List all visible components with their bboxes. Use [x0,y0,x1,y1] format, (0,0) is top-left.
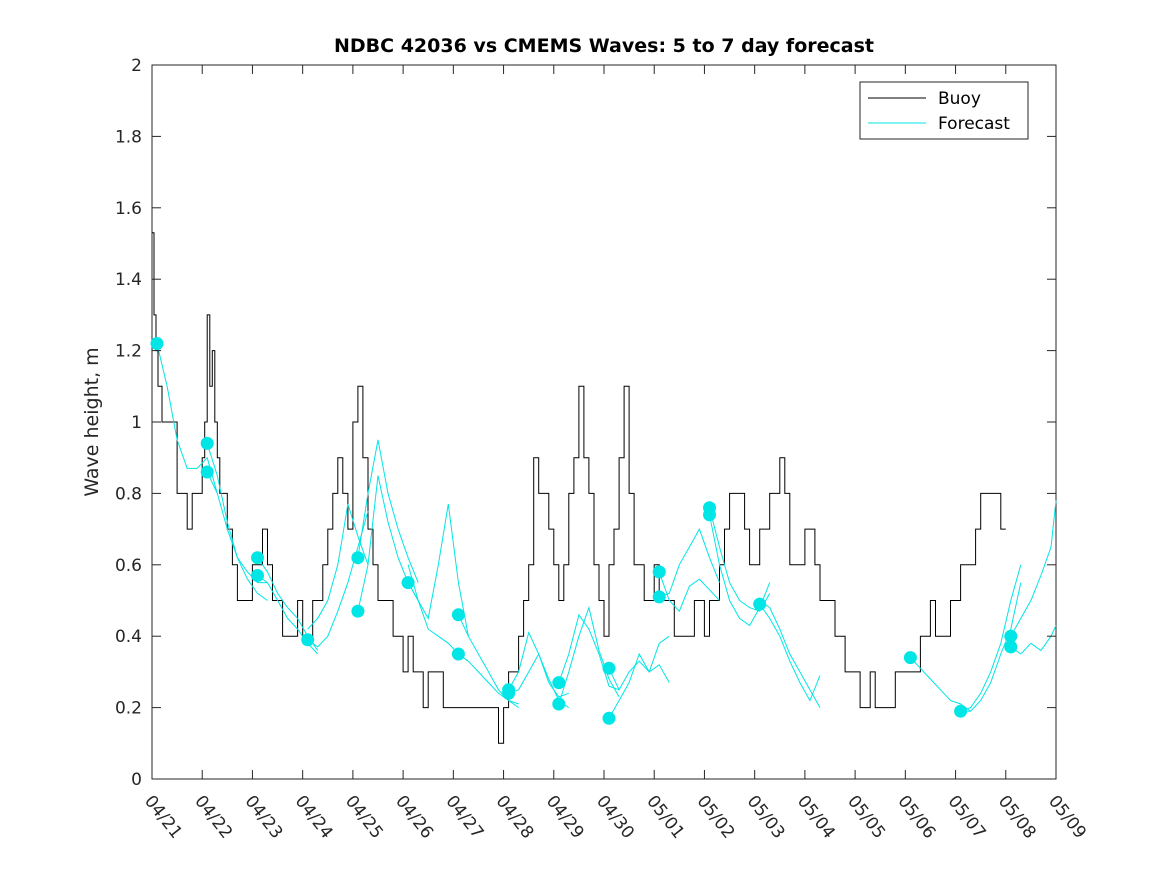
y-tick-label: 0.4 [115,627,142,647]
y-tick-label: 0.6 [115,556,142,576]
y-tick-label: 1.4 [115,270,142,290]
legend-box [859,81,1029,140]
forecast-line [709,507,771,612]
y-axis: 0 0.2 0.4 0.6 0.8 1 1.2 1.4 1.6 1.8 2 [115,56,1056,790]
y-tick-label: 1.8 [115,127,142,147]
forecast-start-marker [552,697,566,711]
forecast-line [960,582,1022,712]
forecast-start-marker [451,608,465,622]
forecast-start-marker [251,551,264,565]
forecast-series [156,343,1057,719]
forecast-line [960,564,1022,712]
y-tick-label: 0 [131,770,142,790]
forecast-line [608,660,670,691]
forecast-line [156,343,218,494]
forecast-start-marker [753,597,767,611]
y-tick-label: 2 [131,56,142,76]
forecast-start-marker [903,651,917,665]
forecast-line [759,603,821,702]
legend-label-buoy: Buoy [938,89,981,109]
forecast-line [206,471,268,584]
y-tick-label: 0.2 [115,699,142,719]
forecast-start-marker [1004,640,1018,654]
forecast-start-marker [401,576,415,590]
forecast-start-marker [552,676,566,690]
forecast-start-marker [351,551,365,565]
forecast-start-marker [251,569,264,582]
forecast-line [357,439,419,583]
forecast-start-marker [602,661,616,675]
forecast-line [1010,625,1057,655]
chart-title: NDBC 42036 vs CMEMS Waves: 5 to 7 day fo… [334,35,874,57]
forecast-start-marker [301,633,315,647]
y-tick-label: 1.6 [115,199,142,219]
buoy-line [152,232,1006,744]
legend: Buoy Forecast [859,81,1029,140]
forecast-start-marker [200,436,214,450]
forecast-start-marker [652,565,666,579]
forecast-line [1010,500,1057,637]
forecast-line [658,571,720,613]
forecast-start-marker [652,590,666,604]
forecast-line [558,613,620,691]
forecast-start-marker [200,465,214,479]
forecast-line [558,605,620,705]
forecast-start-marker [451,647,465,661]
legend-label-forecast: Forecast [938,114,1010,134]
forecast-start-marker [703,508,716,522]
forecast-markers [150,337,1018,725]
forecast-line [759,600,821,708]
forecast-line [659,527,720,598]
forecast-line [458,653,519,709]
forecast-start-marker [150,337,164,350]
forecast-start-marker [1004,629,1018,643]
forecast-line [307,511,369,648]
buoy-series [152,232,1006,744]
forecast-start-marker [351,604,365,618]
y-tick-label: 0.8 [115,484,142,504]
forecast-line [307,503,369,630]
y-axis-label: Wave height, m [81,347,103,496]
forecast-start-marker [954,704,968,718]
forecast-start-marker [502,686,516,700]
forecast-line [910,657,971,712]
forecast-line [608,635,670,719]
y-tick-label: 1 [131,413,142,433]
forecast-start-marker [602,711,616,725]
y-tick-label: 1.2 [115,342,142,362]
